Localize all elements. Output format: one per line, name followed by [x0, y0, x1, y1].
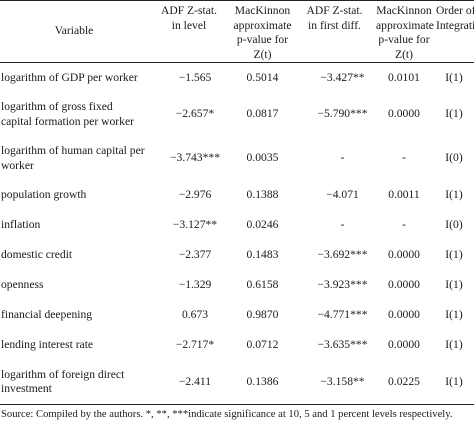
table-row: logarithm of human capital per worker −3.…: [0, 137, 474, 181]
order-cell: I(1): [445, 308, 463, 322]
variable-cell: financial deepening: [1, 308, 93, 322]
pvalue-diff-cell: 0.0000: [388, 308, 420, 322]
order-cell: I(1): [445, 248, 463, 262]
pvalue-level-cell: 0.0035: [246, 151, 279, 165]
pvalue-diff-cell: -: [402, 218, 406, 232]
header-row: Variable ADF Z-stat. in level MacKinnon ap…: [0, 0, 474, 63]
variable-cell: logarithm of human capital per worker: [1, 144, 145, 172]
order-cell: I(0): [445, 218, 463, 232]
header-pvalue-level: MacKinnon approximate p-value for Z(t): [233, 4, 292, 61]
pvalue-diff-cell: 0.0000: [388, 338, 420, 352]
adf-level-cell: −1.329: [178, 278, 212, 292]
pvalue-level-cell: 0.1483: [246, 248, 279, 262]
pvalue-level-cell: 0.1388: [246, 188, 279, 202]
pvalue-level-cell: 0.0712: [246, 338, 279, 352]
adf-diff-cell: −3.427**: [320, 70, 365, 84]
order-cell: I(1): [445, 375, 463, 388]
pvalue-diff-cell: 0.0000: [388, 278, 420, 292]
adf-diff-cell: −3.635***: [317, 338, 368, 352]
adf-level-cell: −3.127**: [172, 218, 218, 232]
adf-diff-cell: −4.771***: [317, 308, 368, 322]
adf-level-cell: −2.657*: [175, 107, 215, 121]
adf-level-cell: −2.717*: [175, 338, 215, 352]
header-pvalue-first-diff: MacKinnon approximate p-value for Z(t): [376, 4, 434, 61]
pvalue-diff-cell: 0.0000: [388, 107, 420, 121]
order-cell: I(1): [445, 338, 463, 352]
pvalue-level-cell: 0.1386: [246, 375, 279, 388]
variable-cell: logarithm of foreign direct investment: [1, 367, 125, 396]
table-body: logarithm of GDP per worker −1.565 0.5014 −…: [0, 63, 474, 405]
adf-level-cell: −2.976: [178, 188, 212, 202]
variable-cell: logarithm of gross fixed capital formati…: [1, 100, 134, 128]
header-adf-first-diff: ADF Z-stat. in first diff.: [306, 4, 363, 32]
adf-diff-cell: −5.790***: [317, 107, 368, 121]
header-variable: Variable: [54, 24, 94, 38]
source-note: Source: Compiled by the authors. *, **, …: [0, 404, 474, 423]
adf-level-cell: −1.565: [178, 70, 212, 84]
pvalue-level-cell: 0.6158: [246, 278, 279, 292]
table-header: Variable ADF Z-stat. in level MacKinnon ap…: [0, 0, 474, 63]
variable-cell: logarithm of GDP per worker: [1, 70, 138, 84]
table-row: logarithm of foreign direct investment −2…: [0, 361, 474, 405]
variable-cell: population growth: [1, 188, 87, 202]
table-row: population growth −2.976 0.1388 −4.071 0.001…: [0, 181, 474, 211]
adf-diff-cell: -: [340, 218, 345, 232]
adf-diff-cell: −4.071: [326, 188, 359, 202]
table-row: lending interest rate −2.717* 0.0712 −3.635…: [0, 331, 474, 361]
pvalue-level-cell: 0.5014: [246, 70, 279, 84]
table-row: domestic credit −2.377 0.1483 −3.692*** 0.00…: [0, 241, 474, 271]
pvalue-level-cell: 0.0246: [246, 218, 279, 232]
adf-diff-cell: −3.923***: [317, 278, 368, 292]
table-row: openness −1.329 0.6158 −3.923*** 0.0000 I(1): [0, 271, 474, 301]
table-row: financial deepening 0.673 0.9870 −4.771*** 0…: [0, 301, 474, 331]
table-footer: Source: Compiled by the authors. *, **, …: [0, 404, 474, 423]
pvalue-level-cell: 0.9870: [246, 308, 279, 322]
pvalue-level-cell: 0.0817: [246, 107, 279, 121]
adf-diff-cell: −3.692***: [317, 248, 368, 262]
variable-cell: domestic credit: [1, 248, 73, 262]
adf-level-cell: −2.377: [178, 248, 212, 262]
pvalue-diff-cell: 0.0011: [388, 188, 420, 202]
order-cell: I(1): [445, 278, 463, 292]
pvalue-diff-cell: -: [402, 151, 406, 165]
table-row: inflation −3.127** 0.0246 - - I(0): [0, 211, 474, 241]
adf-level-cell: −3.743***: [169, 151, 220, 165]
variable-cell: inflation: [1, 218, 41, 232]
order-cell: I(1): [445, 70, 463, 84]
order-cell: I(0): [445, 151, 463, 165]
header-adf-level: ADF Z-stat. in level: [160, 4, 218, 32]
variable-cell: lending interest rate: [1, 338, 94, 352]
adf-diff-cell: -: [340, 151, 345, 165]
adf-level-cell: 0.673: [181, 308, 209, 322]
variable-cell: openness: [1, 278, 44, 292]
adf-level-cell: −2.411: [178, 375, 212, 388]
table-row: logarithm of gross fixed capital formati…: [0, 93, 474, 137]
header-order-of-integration: Order ofIntegration: [436, 4, 474, 32]
pvalue-diff-cell: 0.0101: [388, 70, 420, 84]
adf-diff-cell: −3.158**: [320, 375, 365, 388]
order-cell: I(1): [445, 107, 463, 121]
pvalue-diff-cell: 0.0000: [388, 248, 420, 262]
pvalue-diff-cell: 0.0225: [388, 375, 420, 388]
table-row: logarithm of GDP per worker −1.565 0.5014 −…: [0, 63, 474, 93]
order-cell: I(1): [445, 188, 463, 202]
